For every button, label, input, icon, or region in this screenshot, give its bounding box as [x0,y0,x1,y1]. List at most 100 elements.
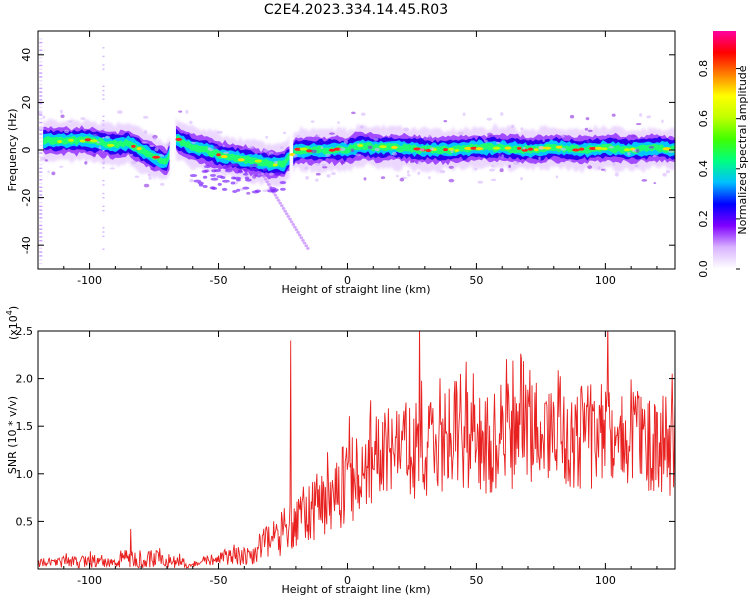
spectrogram-hotspot [413,147,421,151]
spectrogram-speck [409,160,415,164]
spectrogram-hotspot [89,139,98,143]
spectrogram-speck [282,131,287,135]
spectrogram-speck [280,204,284,208]
spectrogram-band [293,141,675,157]
spectrogram-hotspot [175,137,183,141]
spectrogram-speck [39,133,43,135]
spectrogram-speck [39,190,43,192]
x-tick-label: 0 [344,274,351,287]
spectrogram-speck [299,236,304,240]
spectrogram-speck [627,151,631,156]
colorbar-tick-label: 0.2 [697,210,710,228]
spectrogram-speck [343,140,348,144]
spectrogram-speck [39,118,43,120]
spectrogram-speck [209,173,217,177]
spectrogram-speck [483,139,488,143]
spectrogram-speck [252,168,259,172]
spectrogram-speck [597,166,601,170]
spectrogram-speck [39,163,43,166]
y-tick-label: 2.5 [16,325,34,338]
spectrogram-speck [189,120,193,124]
spectrogram-speck [489,168,495,172]
snr-y-scale-factor: (x104) [5,306,20,340]
spectrogram-speck [350,148,355,153]
spectrogram-speck [39,60,43,63]
spectrogram-speck [39,255,43,257]
spectrogram-speck [39,156,43,158]
spectrogram-speck [321,163,326,167]
spectrogram-speck [262,189,269,193]
spectrogram-speck [280,146,284,149]
spectrogram-speck [487,132,493,137]
spectrogram-band [43,135,170,165]
spectrogram-speck [39,201,43,204]
spectrogram-hotspot [623,148,631,152]
spectrogram-speck [221,187,228,191]
spectrogram-speck [149,144,155,147]
spectrogram-speck [351,111,356,115]
spectrogram-speck [39,106,43,109]
spectrogram-speck [293,225,297,229]
spectrogram-speck [291,223,296,226]
spectrogram-hotspot [425,148,432,152]
x-tick-label: 100 [595,574,616,587]
spectrogram-speck [92,153,96,158]
spectrogram-speck [129,153,134,156]
spectrogram-speck [542,138,545,142]
spectrogram-speck [278,201,283,205]
spectrogram-hotspot [572,148,580,152]
spectrogram-speck [242,168,249,172]
y-tick-label: 0 [20,147,33,154]
spectrogram-speck [185,109,189,114]
spectrogram-speck [209,186,216,190]
spectrogram-speck [39,175,43,177]
spectrogram-speck [63,129,70,134]
spectrogram-hotspot [464,146,473,150]
spectrogram-speck [102,179,105,182]
spectrogram-speck [419,148,425,152]
spectrogram-speck [39,45,43,48]
spectrogram-speck [39,72,43,74]
spectrogram-speck [399,177,405,182]
spectrogram-hotspot [543,146,552,150]
spectrogram-speck [39,224,43,227]
spectrogram-speck [279,187,286,191]
spectrogram-speck [294,228,299,232]
spectrogram-speck [39,159,43,162]
spectrogram-speck [611,113,616,117]
spectrogram-speck [522,147,526,150]
spectrogram-speck [367,145,373,150]
spectrogram-speck [39,64,43,67]
spectrogram-speck [314,134,321,138]
spectrogram-speck [661,119,664,124]
spectrogram-speck [427,134,431,138]
spectrogram-speck [96,141,100,144]
spectrogram-speck [497,152,502,156]
spectrogram-speck [608,146,614,149]
spectrogram-speck [326,173,331,178]
spectrogram-speck [102,231,105,233]
spectrogram-speck [102,235,105,237]
spectrogram-speck [166,143,170,147]
spectrogram-speck [439,169,446,174]
colorbar-tick-label: 0.6 [697,110,710,128]
spectrogram-speck [635,148,640,153]
spectrogram-speck [216,175,223,179]
spectrogram-speck [222,144,225,148]
spectrogram-speck [39,259,43,261]
spectrogram-speck [39,152,43,154]
x-tick-label: -100 [77,574,102,587]
spectrogram-speck [134,175,140,178]
y-tick-label: 40 [20,48,33,62]
spectrogram-speck [51,171,56,176]
colorbar-tick-label: 0.0 [697,260,710,278]
spectrogram-speck [143,183,150,188]
spectrogram-speck [274,160,278,165]
spectrogram-speck [448,165,454,169]
spectrogram-speck [154,147,159,152]
spectrogram-speck [462,112,466,116]
spectrogram-heatmap [38,38,675,265]
spectrogram-speck [39,236,43,238]
spectrogram-speck [359,125,364,129]
spectrogram-speck [193,179,202,183]
